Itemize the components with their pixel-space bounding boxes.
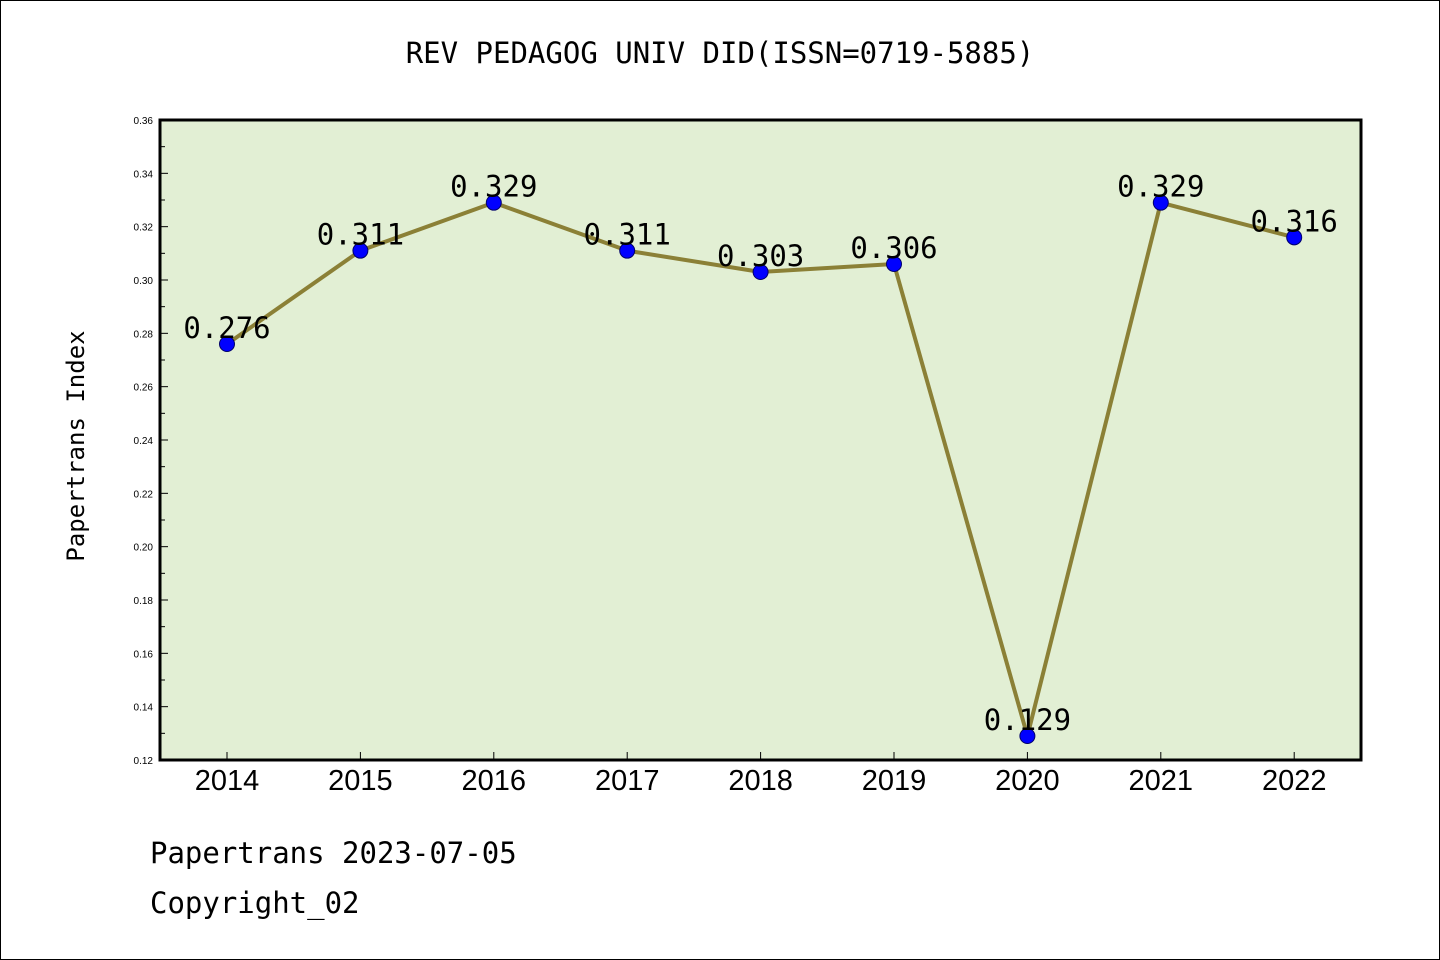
y-tick-label: 0.16 <box>134 649 154 660</box>
y-tick-label: 0.36 <box>134 116 154 127</box>
y-tick-label: 0.12 <box>134 756 154 767</box>
y-tick-label: 0.14 <box>134 703 154 714</box>
data-point <box>886 256 902 272</box>
x-tick-label: 2014 <box>195 765 260 797</box>
data-point <box>1019 728 1036 744</box>
plot-area <box>158 118 1363 762</box>
y-tick-label: 0.24 <box>134 436 154 447</box>
data-point <box>1286 229 1303 246</box>
data-point <box>219 336 235 352</box>
x-tick-label: 2018 <box>728 765 793 797</box>
data-label: 0.329 <box>450 170 537 204</box>
data-point <box>485 194 502 211</box>
y-tick-label: 0.22 <box>134 489 154 500</box>
data-label: 0.276 <box>183 311 270 345</box>
y-tick-label: 0.26 <box>134 383 154 394</box>
x-axis-ticks: 2014 2015 2016 2017 2018 2019 2020 2021 2022 <box>195 752 1327 797</box>
x-tick-label: 2015 <box>328 765 393 797</box>
data-label: 0.311 <box>317 218 404 252</box>
data-point <box>752 264 769 280</box>
data-label: 0.329 <box>1117 170 1204 204</box>
footer-copyright: Copyright_02 <box>150 886 360 920</box>
y-tick-label: 0.32 <box>134 223 154 234</box>
chart-title: REV PEDAGOG UNIV DID(ISSN=0719-5885) <box>405 36 1035 70</box>
data-labels: 0.276 0.311 0.329 0.311 0.303 0.306 0.129 0.329… <box>183 170 1338 737</box>
x-tick-label: 2022 <box>1262 765 1327 797</box>
y-tick-label: 0.18 <box>134 596 154 607</box>
x-tick-label: 2021 <box>1129 765 1194 797</box>
data-point <box>619 242 636 259</box>
y-tick-label: 0.20 <box>134 543 154 554</box>
y-tick-label: 0.30 <box>134 276 154 287</box>
x-tick-label: 2017 <box>595 765 660 797</box>
data-label: 0.129 <box>984 703 1071 737</box>
footer-source: Papertrans 2023-07-05 <box>150 836 517 870</box>
data-label: 0.306 <box>850 231 937 265</box>
data-label: 0.303 <box>717 239 804 273</box>
data-label: 0.316 <box>1251 204 1338 238</box>
data-point <box>352 242 369 259</box>
data-label: 0.311 <box>584 218 671 252</box>
x-tick-label: 2016 <box>462 765 527 797</box>
y-tick-label: 0.28 <box>134 329 154 340</box>
y-tick-label: 0.34 <box>134 169 154 180</box>
series-markers <box>219 194 1303 744</box>
x-tick-label: 2020 <box>995 765 1060 797</box>
data-point <box>1152 194 1169 211</box>
y-axis-ticks: 0.12 0.14 0.16 0.18 0.20 0.22 0.24 0.26 0.28 0.30… <box>134 116 168 767</box>
x-tick-label: 2019 <box>862 765 927 797</box>
